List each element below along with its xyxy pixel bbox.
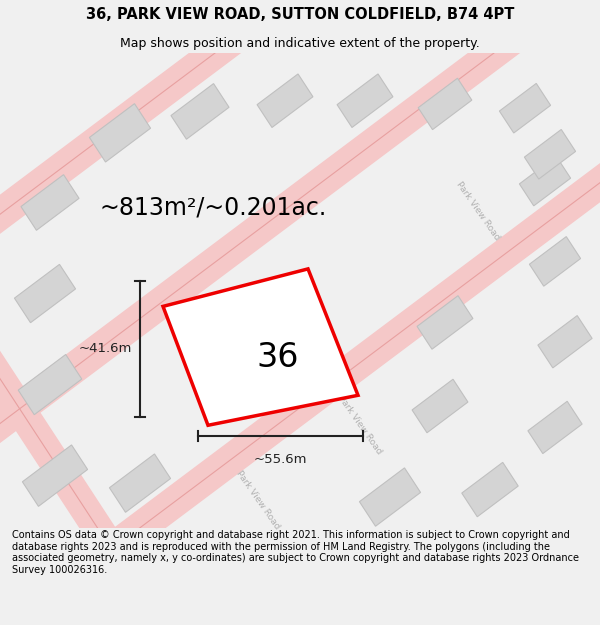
Polygon shape — [21, 174, 79, 230]
Polygon shape — [0, 122, 4, 625]
Text: 36, PARK VIEW ROAD, SUTTON COLDFIELD, B74 4PT: 36, PARK VIEW ROAD, SUTTON COLDFIELD, B7… — [86, 8, 514, 22]
Polygon shape — [520, 156, 571, 206]
Text: Map shows position and indicative extent of the property.: Map shows position and indicative extent… — [120, 36, 480, 49]
Polygon shape — [337, 74, 393, 128]
Polygon shape — [0, 0, 425, 603]
Polygon shape — [171, 84, 229, 139]
Polygon shape — [163, 269, 358, 425]
Polygon shape — [0, 32, 600, 625]
Polygon shape — [499, 83, 551, 133]
Polygon shape — [0, 0, 446, 625]
Polygon shape — [417, 296, 473, 349]
Polygon shape — [18, 354, 82, 414]
Polygon shape — [0, 0, 299, 625]
Polygon shape — [529, 237, 581, 286]
Polygon shape — [109, 454, 170, 512]
Polygon shape — [524, 129, 575, 179]
Text: ~41.6m: ~41.6m — [79, 342, 132, 355]
Polygon shape — [22, 445, 88, 506]
Polygon shape — [412, 379, 468, 432]
Polygon shape — [0, 0, 517, 625]
Polygon shape — [528, 401, 582, 454]
Polygon shape — [462, 462, 518, 517]
Polygon shape — [257, 74, 313, 128]
Polygon shape — [89, 104, 151, 162]
Polygon shape — [418, 78, 472, 129]
Text: ~55.6m: ~55.6m — [254, 453, 307, 466]
Polygon shape — [538, 316, 592, 368]
Text: 36: 36 — [256, 341, 299, 374]
Polygon shape — [0, 12, 152, 625]
Text: Park View Road: Park View Road — [337, 394, 383, 456]
Polygon shape — [359, 468, 421, 526]
Text: Park View Road: Park View Road — [454, 180, 502, 242]
Text: Park View Road: Park View Road — [235, 469, 281, 531]
Polygon shape — [14, 264, 76, 322]
Text: ~813m²/~0.201ac.: ~813m²/~0.201ac. — [100, 196, 327, 220]
Text: Contains OS data © Crown copyright and database right 2021. This information is : Contains OS data © Crown copyright and d… — [12, 530, 579, 575]
